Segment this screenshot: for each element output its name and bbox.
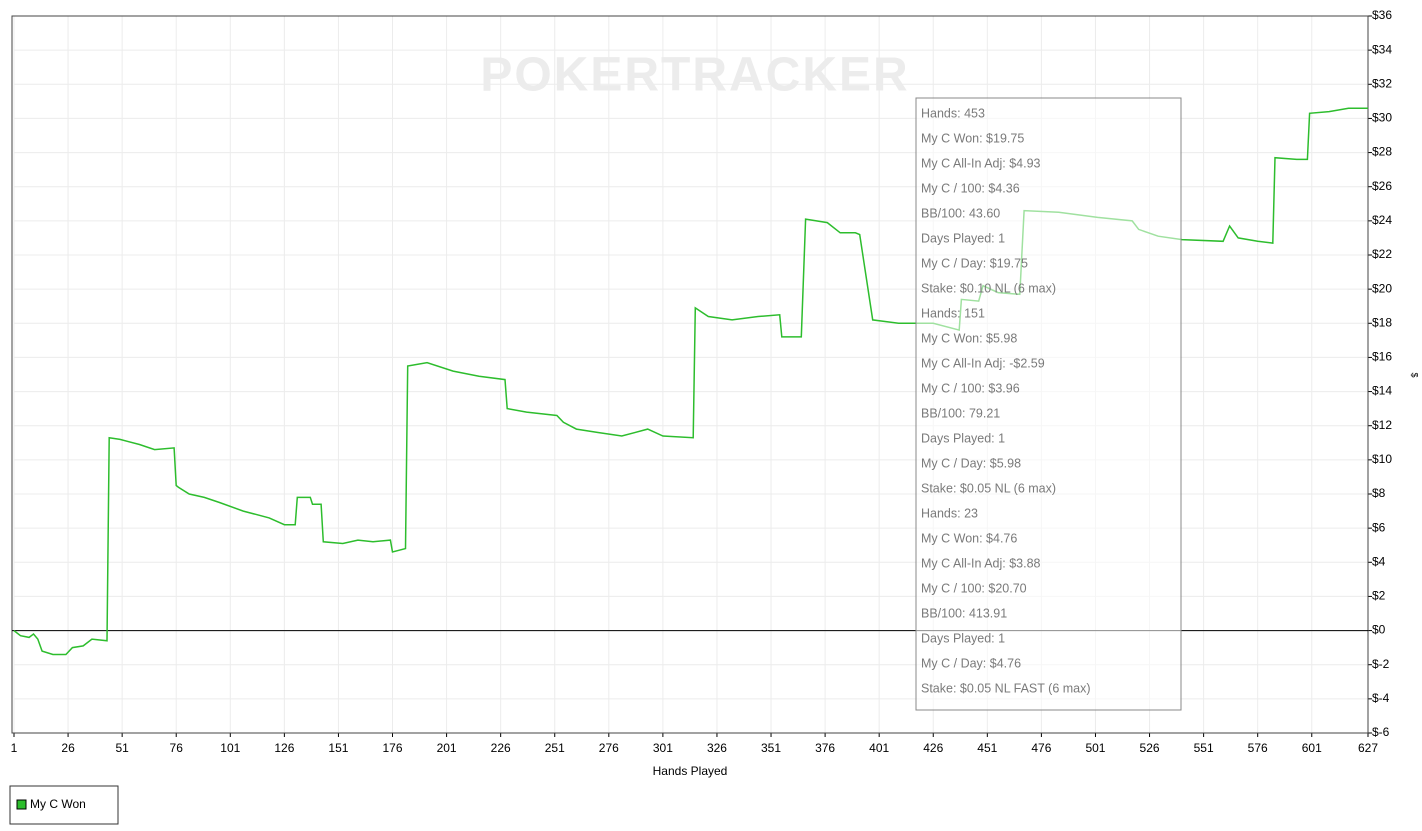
y-tick-label: $16	[1372, 350, 1392, 364]
x-tick-label: 526	[1140, 741, 1160, 755]
x-tick-label: 501	[1085, 741, 1105, 755]
x-tick-label: 151	[328, 741, 348, 755]
y-tick-label: $2	[1372, 589, 1386, 603]
y-tick-label: $20	[1372, 281, 1392, 295]
tooltip-line: Stake: $0.10 NL (6 max)	[921, 281, 1056, 295]
tooltip-line: Stake: $0.05 NL FAST (6 max)	[921, 681, 1091, 695]
tooltip-line: My C All-In Adj: -$2.59	[921, 356, 1045, 370]
plot-frame	[11, 15, 1369, 734]
tooltip-line: Hands: 453	[921, 106, 985, 120]
tooltip-line: My C / Day: $19.75	[921, 256, 1028, 270]
x-tick-label: 101	[220, 741, 240, 755]
x-tick-label: 176	[382, 741, 402, 755]
y-tick-label: $0	[1372, 623, 1386, 637]
x-tick-label: 576	[1248, 741, 1268, 755]
tooltip-line: My C Won: $19.75	[921, 131, 1024, 145]
y-tick-label: $24	[1372, 213, 1392, 227]
x-tick-label: 76	[170, 741, 184, 755]
legend-swatch	[16, 799, 27, 810]
x-tick-label: 476	[1031, 741, 1051, 755]
legend	[9, 785, 119, 825]
y-tick-label: $-4	[1372, 691, 1390, 705]
x-tick-label: 376	[815, 741, 835, 755]
y-tick-label: $22	[1372, 247, 1392, 261]
x-tick-label: 551	[1194, 741, 1214, 755]
tooltip-line: Hands: 23	[921, 506, 978, 520]
tooltip-line: Days Played: 1	[921, 231, 1005, 245]
x-tick-label: 1	[11, 741, 18, 755]
tooltip-line: My C Won: $4.76	[921, 531, 1017, 545]
watermark: POKERTRACKER	[480, 49, 909, 102]
x-tick-label: 326	[707, 741, 727, 755]
tooltip-line: My C / 100: $4.36	[921, 181, 1020, 195]
y-tick-label: $36	[1372, 8, 1392, 22]
x-tick-label: 401	[869, 741, 889, 755]
tooltip	[915, 97, 1182, 711]
x-tick-label: 251	[545, 741, 565, 755]
legend-label: My C Won	[30, 797, 86, 811]
y-tick-label: $32	[1372, 76, 1392, 90]
tooltip-line: BB/100: 43.60	[921, 206, 1000, 220]
y-tick-label: $26	[1372, 179, 1392, 193]
x-tick-label: 627	[1358, 741, 1378, 755]
y-tick-label: $8	[1372, 486, 1386, 500]
x-tick-label: 276	[599, 741, 619, 755]
tooltip-line: Hands: 151	[921, 306, 985, 320]
x-tick-label: 351	[761, 741, 781, 755]
tooltip-line: BB/100: 79.21	[921, 406, 1000, 420]
y-tick-label: $4	[1372, 554, 1386, 568]
y-tick-label: $28	[1372, 145, 1392, 159]
tooltip-line: My C All-In Adj: $4.93	[921, 156, 1041, 170]
y-tick-label: $-6	[1372, 725, 1390, 739]
y-axis-label: $	[1410, 372, 1420, 377]
x-axis-label: Hands Played	[653, 764, 728, 778]
x-tick-label: 301	[653, 741, 673, 755]
tooltip-line: My C All-In Adj: $3.88	[921, 556, 1041, 570]
tooltip-line: My C / 100: $20.70	[921, 581, 1027, 595]
tooltip-line: My C / Day: $5.98	[921, 456, 1021, 470]
tooltip-line: My C / 100: $3.96	[921, 381, 1020, 395]
x-tick-label: 51	[115, 741, 129, 755]
y-tick-label: $14	[1372, 384, 1392, 398]
x-tick-label: 226	[491, 741, 511, 755]
tooltip-line: My C Won: $5.98	[921, 331, 1017, 345]
y-tick-label: $12	[1372, 418, 1392, 432]
y-tick-label: $18	[1372, 315, 1392, 329]
y-tick-label: $-2	[1372, 657, 1390, 671]
y-tick-label: $6	[1372, 520, 1386, 534]
x-tick-label: 451	[977, 741, 997, 755]
tooltip-line: Days Played: 1	[921, 631, 1005, 645]
tooltip-line: Stake: $0.05 NL (6 max)	[921, 481, 1056, 495]
x-tick-label: 426	[923, 741, 943, 755]
x-tick-label: 26	[61, 741, 75, 755]
tooltip-line: BB/100: 413.91	[921, 606, 1007, 620]
x-tick-label: 126	[274, 741, 294, 755]
x-tick-label: 601	[1302, 741, 1322, 755]
tooltip-line: My C / Day: $4.76	[921, 656, 1021, 670]
tooltip-line: Days Played: 1	[921, 431, 1005, 445]
y-tick-label: $10	[1372, 452, 1392, 466]
y-tick-label: $30	[1372, 111, 1392, 125]
y-tick-label: $34	[1372, 42, 1392, 56]
x-tick-label: 201	[437, 741, 457, 755]
